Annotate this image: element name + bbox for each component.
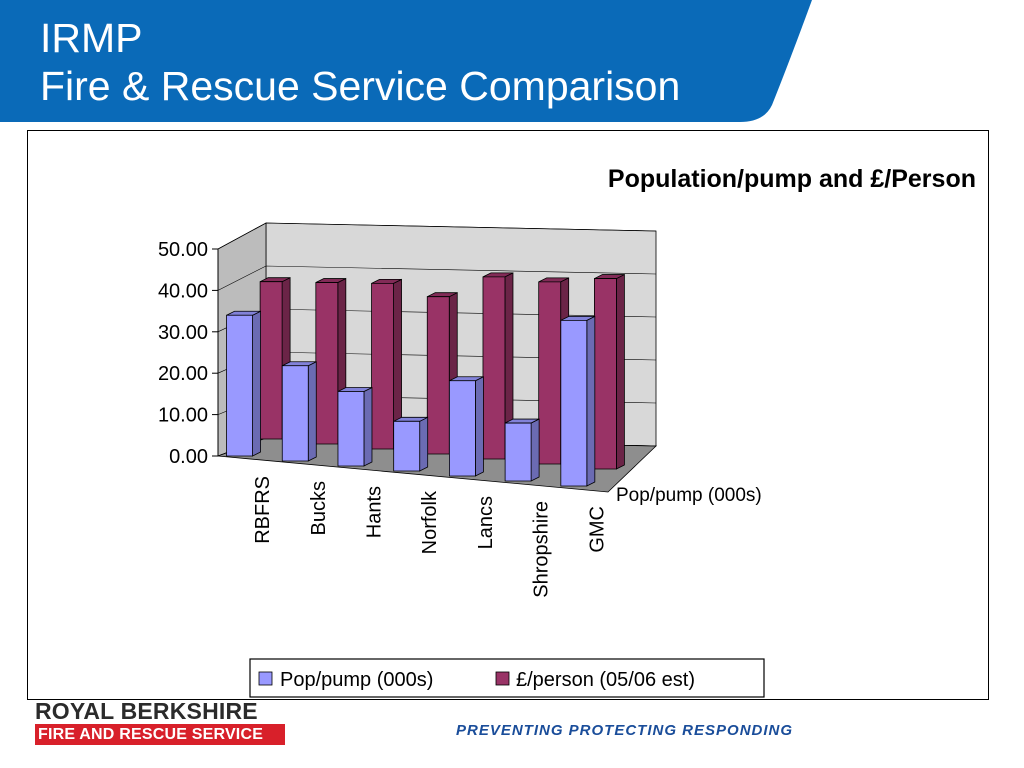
chart-frame: 0.00 10.00 20.00 30.00 40.00 50.00 RBFRS Bucks H… [27,130,989,700]
y-tick-label: 40.00 [158,280,208,302]
bar-pound-per-person [482,272,514,460]
bar-pop-per-pump [504,418,540,482]
chart-gridline [217,265,657,291]
header-band [0,0,812,122]
bar-pop-per-pump-side [363,386,373,467]
bar-pop-per-pump [281,361,317,462]
y-tick-label: 10.00 [158,405,208,427]
bar-pop-per-pump-side [307,361,317,462]
y-tick-label: 50.00 [158,239,208,261]
bar-pop-per-pump [393,416,429,472]
bar-pound-per-person [594,273,625,470]
x-category-label: RBFRS [252,476,274,544]
royal-berkshire-logo: ROYAL BERKSHIRE FIRE AND RESCUE SERVICE [35,700,291,745]
chart-legend: Pop/pump (000s) £/person (05/06 est) [249,658,765,698]
bar-pop-per-pump-front [393,420,421,472]
legend-label-pound: £/person (05/06 est) [516,669,695,691]
bar-pop-per-pump-front [560,319,588,487]
chart-svg: 0.00 10.00 20.00 30.00 40.00 50.00 RBFRS Bucks H… [158,165,976,698]
bar-pound-per-person-front [426,296,450,455]
bar-pop-per-pump-side [419,416,429,472]
x-category-label: Shropshire [531,501,553,598]
header-band-shape [0,0,812,122]
bar-pop-per-pump-front [504,422,532,482]
bar-pop-per-pump-side [530,418,540,482]
legend-swatch-pop [258,671,273,686]
bar-pound-per-person-front [371,282,394,450]
bar-pop-per-pump-side [474,376,484,477]
bar-pop-per-pump [448,376,484,477]
chart-title: Population/pump and £/Person [608,165,976,193]
depth-axis-label: Pop/pump (000s) [616,485,762,506]
x-category-label: Hants [364,486,386,538]
bar-pop-per-pump [337,386,373,467]
x-category-label: Bucks [308,481,330,535]
bar-pound-per-person-front [594,278,617,470]
bar-pop-per-pump-side [586,315,596,487]
bar-pop-per-pump-front [448,380,476,477]
bar-pop-per-pump [560,315,596,487]
y-tick-label: 0.00 [169,446,208,468]
slide-title: IRMP Fire & Rescue Service Comparison [40,14,680,110]
bar-pound-per-person-front [259,281,283,440]
bar-pop-per-pump-front [226,314,253,457]
y-tick-label: 30.00 [158,322,208,344]
x-category-label: Lancs [475,496,497,549]
slide-title-line1: IRMP [40,15,143,61]
x-category-label: GMC [586,506,608,553]
y-tick-label: 20.00 [158,363,208,385]
slide-title-line2: Fire & Rescue Service Comparison [40,63,681,109]
footer-tagline: PREVENTING PROTECTING RESPONDING [456,722,794,739]
logo-line2: FIRE AND RESCUE SERVICE [35,724,285,745]
bar-pound-per-person-side [616,273,625,470]
bar-pound-per-person-front [482,276,506,460]
legend-label-pop: Pop/pump (000s) [280,669,433,691]
bar-pound-per-person [371,278,402,450]
logo-line1: ROYAL BERKSHIRE [35,698,258,724]
bar-pop-per-pump-front [281,365,309,462]
bar-pound-per-person-front [315,282,339,445]
bar-pop-per-pump [226,310,261,457]
legend-swatch-pound [495,671,510,686]
x-category-label: Norfolk [419,490,441,554]
bar-pop-per-pump-front [337,391,365,467]
bar-pound-per-person-front [538,281,562,465]
chart-gridline [217,222,657,250]
bar-pop-per-pump-side [252,310,261,457]
